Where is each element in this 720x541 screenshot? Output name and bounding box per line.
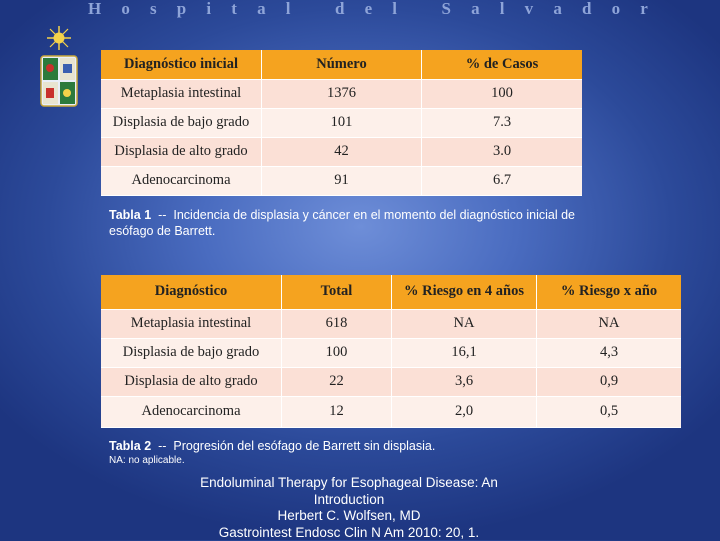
cell: 91 [262, 166, 422, 195]
cell: 22 [282, 367, 392, 396]
cell: 100 [422, 79, 583, 108]
title-letter: a [471, 0, 480, 19]
title-letter: a [553, 0, 562, 19]
table-row: Metaplasia intestinal 1376 100 [101, 79, 582, 108]
cell: Adenocarcinoma [101, 166, 262, 195]
cell: NA [392, 309, 537, 338]
column-header: Diagnóstico inicial [101, 50, 262, 79]
cell: Displasia de alto grado [101, 137, 262, 166]
caption-text: Incidencia de displasia y cáncer en el m… [109, 208, 575, 238]
column-header: % Riesgo en 4 años [392, 275, 537, 309]
citation-author: Herbert C. Wolfsen, MD [150, 508, 548, 525]
table2-note: NA: no aplicable. [109, 455, 185, 466]
table-row: Displasia de bajo grado 100 16,1 4,3 [101, 338, 681, 367]
cell: 42 [262, 137, 422, 166]
title-letter: l [286, 0, 291, 19]
cell: 6.7 [422, 166, 583, 195]
cell: Displasia de alto grado [101, 367, 282, 396]
table-row: Metaplasia intestinal 618 NA NA [101, 309, 681, 338]
cell: 100 [282, 338, 392, 367]
cell: 12 [282, 396, 392, 427]
cell: 3.0 [422, 137, 583, 166]
title-letter [417, 0, 421, 19]
cell: NA [537, 309, 682, 338]
title-letter: l [392, 0, 397, 19]
title-letter: r [640, 0, 648, 19]
cell: 4,3 [537, 338, 682, 367]
cell: 3,6 [392, 367, 537, 396]
cell: 16,1 [392, 338, 537, 367]
cell: 618 [282, 309, 392, 338]
cell: Metaplasia intestinal [101, 309, 282, 338]
column-header: Total [282, 275, 392, 309]
title-letter: i [206, 0, 211, 19]
caption-label: Tabla 2 [109, 439, 151, 453]
title-letter [311, 0, 315, 19]
cell: 7.3 [422, 108, 583, 137]
university-crest-icon [36, 24, 82, 110]
cell: 0,9 [537, 367, 682, 396]
title-letter: p [177, 0, 186, 19]
cell: 0,5 [537, 396, 682, 427]
title-letter: a [257, 0, 266, 19]
title-letter: d [582, 0, 591, 19]
title-letter: S [442, 0, 451, 19]
title-letter: e [365, 0, 373, 19]
table2-caption: Tabla 2 -- Progresión del esófago de Bar… [109, 438, 609, 454]
cell: 2,0 [392, 396, 537, 427]
caption-label: Tabla 1 [109, 208, 151, 222]
title-letter: o [121, 0, 130, 19]
cell: Metaplasia intestinal [101, 79, 262, 108]
title-letter: H [88, 0, 101, 19]
column-header: Número [262, 50, 422, 79]
table-row: Displasia de alto grado 42 3.0 [101, 137, 582, 166]
column-header: Diagnóstico [101, 275, 282, 309]
cell: Displasia de bajo grado [101, 108, 262, 137]
caption-text: Progresión del esófago de Barrett sin di… [173, 439, 435, 453]
title-letter: d [335, 0, 344, 19]
title-letter: o [612, 0, 621, 19]
table-row: Adenocarcinoma 12 2,0 0,5 [101, 396, 681, 427]
citation-journal: Gastrointest Endosc Clin N Am 2010: 20, … [150, 525, 548, 541]
cell: Adenocarcinoma [101, 396, 282, 427]
citation-title-line2: Introduction [150, 492, 548, 509]
table-row: Adenocarcinoma 91 6.7 [101, 166, 582, 195]
cell: 1376 [262, 79, 422, 108]
table-row: Displasia de alto grado 22 3,6 0,9 [101, 367, 681, 396]
column-header: % Riesgo x año [537, 275, 682, 309]
title-letter: s [150, 0, 157, 19]
caption-separator: -- [151, 208, 173, 222]
title-letter: l [500, 0, 505, 19]
caption-separator: -- [151, 439, 173, 453]
cell: Displasia de bajo grado [101, 338, 282, 367]
table-row: Displasia de bajo grado 101 7.3 [101, 108, 582, 137]
cell: 101 [262, 108, 422, 137]
table-incidencia: Diagnóstico inicial Número % de Casos Me… [101, 50, 582, 196]
title-letter: v [525, 0, 534, 19]
table1-caption: Tabla 1 -- Incidencia de displasia y cán… [109, 207, 599, 239]
title-letter: t [231, 0, 237, 19]
citation-title-line1: Endoluminal Therapy for Esophageal Disea… [150, 475, 548, 492]
column-header: % de Casos [422, 50, 583, 79]
table-progresion: Diagnóstico Total % Riesgo en 4 años % R… [101, 275, 681, 428]
citation: Endoluminal Therapy for Esophageal Disea… [150, 475, 548, 541]
